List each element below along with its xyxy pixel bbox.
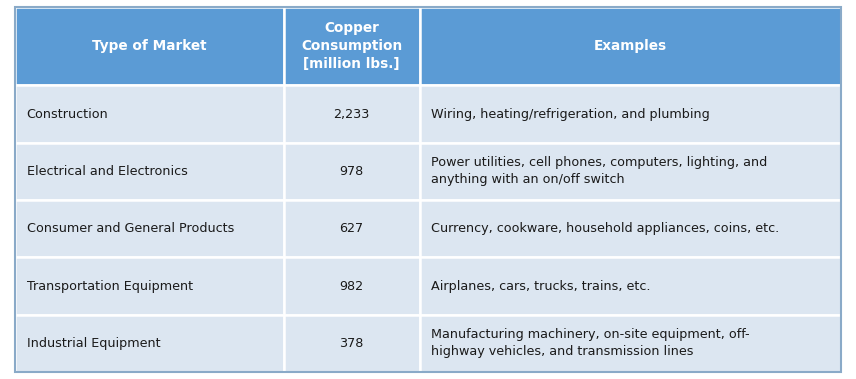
Bar bbox=[419, 7, 841, 85]
Bar bbox=[283, 143, 419, 200]
Text: Manufacturing machinery, on-site equipment, off-
highway vehicles, and transmiss: Manufacturing machinery, on-site equipme… bbox=[431, 329, 750, 359]
Text: Examples: Examples bbox=[593, 39, 667, 53]
Text: Construction: Construction bbox=[27, 108, 109, 121]
Text: Currency, cookware, household appliances, coins, etc.: Currency, cookware, household appliances… bbox=[431, 222, 779, 235]
Text: Copper
Consumption
[million lbs.]: Copper Consumption [million lbs.] bbox=[301, 21, 402, 72]
Bar bbox=[15, 200, 283, 257]
Bar bbox=[283, 257, 419, 315]
Text: 2,233: 2,233 bbox=[334, 108, 370, 121]
Bar bbox=[15, 85, 283, 143]
Bar bbox=[419, 257, 841, 315]
Bar bbox=[15, 315, 283, 372]
Bar bbox=[283, 85, 419, 143]
Text: Transportation Equipment: Transportation Equipment bbox=[27, 280, 193, 293]
Text: Power utilities, cell phones, computers, lighting, and
anything with an on/off s: Power utilities, cell phones, computers,… bbox=[431, 157, 767, 186]
Text: Airplanes, cars, trucks, trains, etc.: Airplanes, cars, trucks, trains, etc. bbox=[431, 280, 651, 293]
Bar bbox=[419, 143, 841, 200]
Text: Electrical and Electronics: Electrical and Electronics bbox=[27, 165, 187, 178]
Bar bbox=[419, 85, 841, 143]
Text: Wiring, heating/refrigeration, and plumbing: Wiring, heating/refrigeration, and plumb… bbox=[431, 108, 710, 121]
Text: 978: 978 bbox=[340, 165, 364, 178]
Bar bbox=[15, 143, 283, 200]
Bar bbox=[15, 257, 283, 315]
Text: Industrial Equipment: Industrial Equipment bbox=[27, 337, 160, 350]
Bar bbox=[419, 315, 841, 372]
Bar bbox=[283, 7, 419, 85]
Text: 627: 627 bbox=[340, 222, 364, 235]
Text: 982: 982 bbox=[340, 280, 364, 293]
Bar bbox=[15, 7, 283, 85]
Text: Consumer and General Products: Consumer and General Products bbox=[27, 222, 234, 235]
Text: Type of Market: Type of Market bbox=[92, 39, 207, 53]
Bar bbox=[283, 315, 419, 372]
Bar bbox=[419, 200, 841, 257]
Bar bbox=[283, 200, 419, 257]
Text: 378: 378 bbox=[340, 337, 364, 350]
